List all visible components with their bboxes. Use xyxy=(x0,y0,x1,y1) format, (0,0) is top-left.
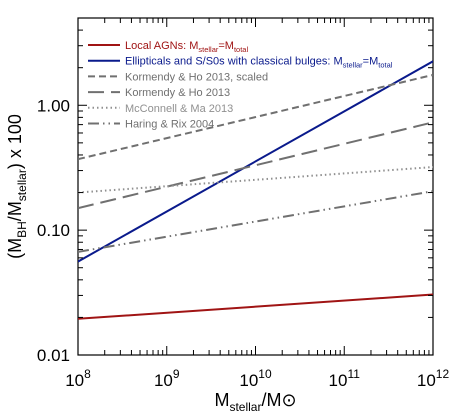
series-line-2 xyxy=(78,60,433,263)
x-tick-label: 1010 xyxy=(239,367,272,390)
legend-label-4: Kormendy & Ho 2013 xyxy=(125,87,230,99)
x-tick-label: 109 xyxy=(154,367,180,390)
series-line-4 xyxy=(78,121,433,210)
y-tick-label: 0.10 xyxy=(37,221,70,240)
series-line-3 xyxy=(78,73,433,161)
legend-label-6: Haring & Rix 2004 xyxy=(125,119,214,131)
legend-label-1: Local AGNs: Mstellar=Mtotal xyxy=(125,40,248,54)
x-axis-label: Mstellar/M⊙ xyxy=(214,390,296,414)
series-line-6 xyxy=(78,190,433,253)
x-tick-label: 1011 xyxy=(329,367,361,390)
legend-label-3: Kormendy & Ho 2013, scaled xyxy=(125,71,268,83)
y-tick-label: 0.01 xyxy=(37,346,70,365)
y-tick-label: 1.00 xyxy=(37,96,70,115)
series-line-5 xyxy=(78,166,433,194)
series-line-1 xyxy=(78,293,433,320)
x-tick-label: 108 xyxy=(65,367,91,390)
y-axis-label: (MBH/Mstellar) x 100 xyxy=(5,114,29,259)
legend-label-2: Ellipticals and S/S0s with classical bul… xyxy=(125,56,393,70)
x-tick-label: 1012 xyxy=(417,367,450,390)
series-group xyxy=(78,60,433,320)
legend-label-5: McConnell & Ma 2013 xyxy=(125,103,233,115)
